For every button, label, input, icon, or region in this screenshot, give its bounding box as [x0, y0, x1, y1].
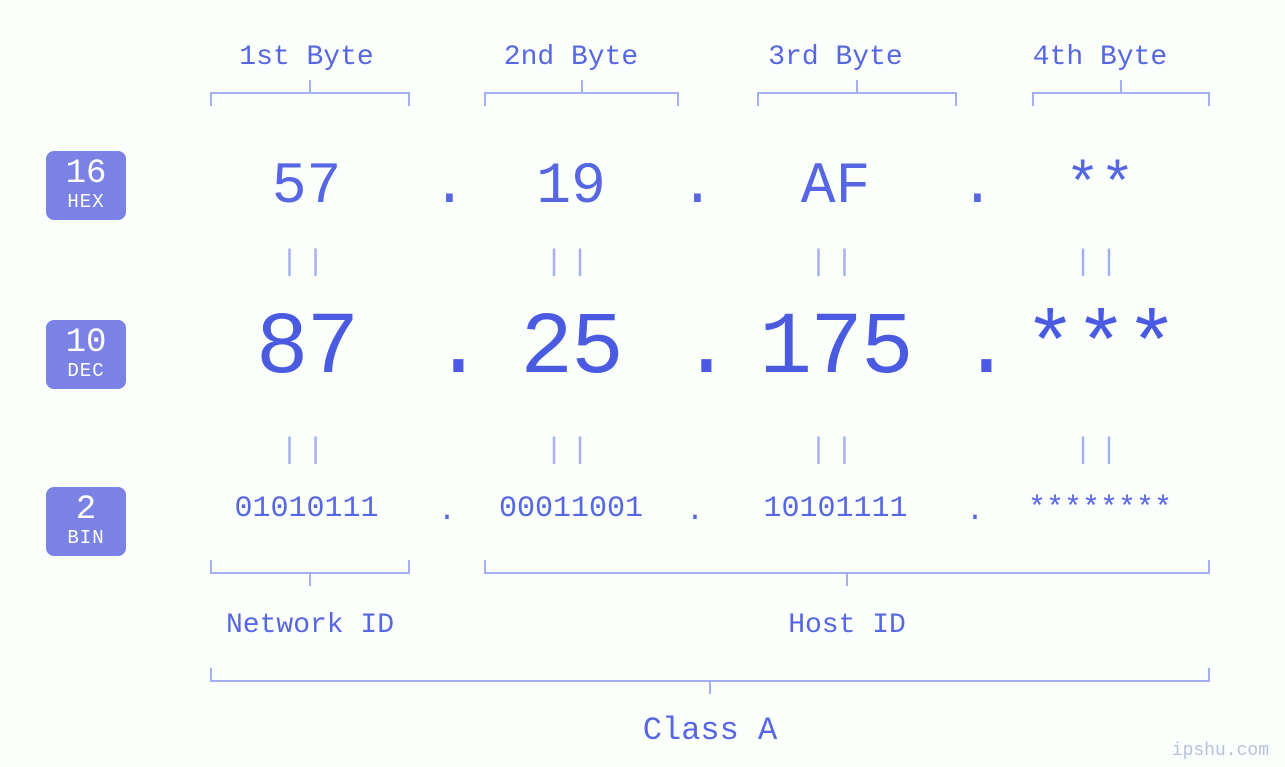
sep-hex-23: . — [680, 155, 710, 220]
badge-dec: 10 DEC — [46, 320, 126, 389]
byte4-eq-decbin: || — [991, 434, 1209, 468]
byte-column-2: 2nd Byte 19 || 25 || 00011001 — [462, 0, 680, 767]
bracket-network-id — [210, 560, 410, 574]
byte2-eq-decbin: || — [462, 434, 680, 468]
byte3-bin: 10101111 — [711, 492, 960, 526]
byte-column-1: 1st Byte 57 || 87 || 01010111 — [182, 0, 431, 767]
badge-hex-sub: HEX — [46, 193, 126, 212]
badge-hex: 16 HEX — [46, 151, 126, 220]
bracket-class — [210, 668, 1210, 682]
byte-column-3: 3rd Byte AF || 175 || 10101111 — [711, 0, 960, 767]
byte2-dec: 25 — [462, 300, 680, 399]
byte2-label: 2nd Byte — [462, 42, 680, 73]
byte4-label: 4th Byte — [991, 42, 1209, 73]
byte-column-4: 4th Byte ** || *** || ******** — [991, 0, 1209, 767]
byte4-eq-hexdec: || — [991, 246, 1209, 280]
byte3-hex: AF — [711, 155, 960, 220]
sep-dec-34: . — [960, 300, 990, 399]
sep-bin-34: . — [960, 495, 990, 529]
byte4-dec: *** — [991, 300, 1209, 399]
watermark: ipshu.com — [1172, 741, 1269, 761]
badge-hex-num: 16 — [46, 157, 126, 191]
sep-hex-12: . — [432, 155, 462, 220]
byte2-eq-hexdec: || — [462, 246, 680, 280]
network-id-label: Network ID — [194, 610, 426, 641]
byte3-label: 3rd Byte — [711, 42, 960, 73]
byte1-hex: 57 — [182, 155, 431, 220]
badge-bin: 2 BIN — [46, 487, 126, 556]
ip-bytes-diagram: 16 HEX 10 DEC 2 BIN 1st Byte 57 || 87 ||… — [0, 0, 1285, 767]
byte2-hex: 19 — [462, 155, 680, 220]
byte1-bin: 01010111 — [182, 492, 431, 526]
badge-bin-sub: BIN — [46, 529, 126, 548]
class-label: Class A — [210, 712, 1210, 749]
byte2-bin: 00011001 — [462, 492, 680, 526]
badge-dec-num: 10 — [46, 326, 126, 360]
badge-bin-num: 2 — [46, 493, 126, 527]
byte1-eq-decbin: || — [182, 434, 431, 468]
byte1-label: 1st Byte — [182, 42, 431, 73]
sep-hex-34: . — [960, 155, 990, 220]
byte4-bin: ******** — [991, 492, 1209, 526]
byte1-dec: 87 — [182, 300, 431, 399]
byte3-eq-decbin: || — [711, 434, 960, 468]
byte4-hex: ** — [991, 155, 1209, 220]
host-id-label: Host ID — [484, 610, 1210, 641]
badge-dec-sub: DEC — [46, 362, 126, 381]
sep-dec-23: . — [680, 300, 710, 399]
byte3-eq-hexdec: || — [711, 246, 960, 280]
byte3-dec: 175 — [711, 300, 960, 399]
bracket-host-id — [484, 560, 1210, 574]
sep-bin-23: . — [680, 495, 710, 529]
byte1-eq-hexdec: || — [182, 246, 431, 280]
sep-dec-12: . — [432, 300, 462, 399]
sep-bin-12: . — [432, 495, 462, 529]
